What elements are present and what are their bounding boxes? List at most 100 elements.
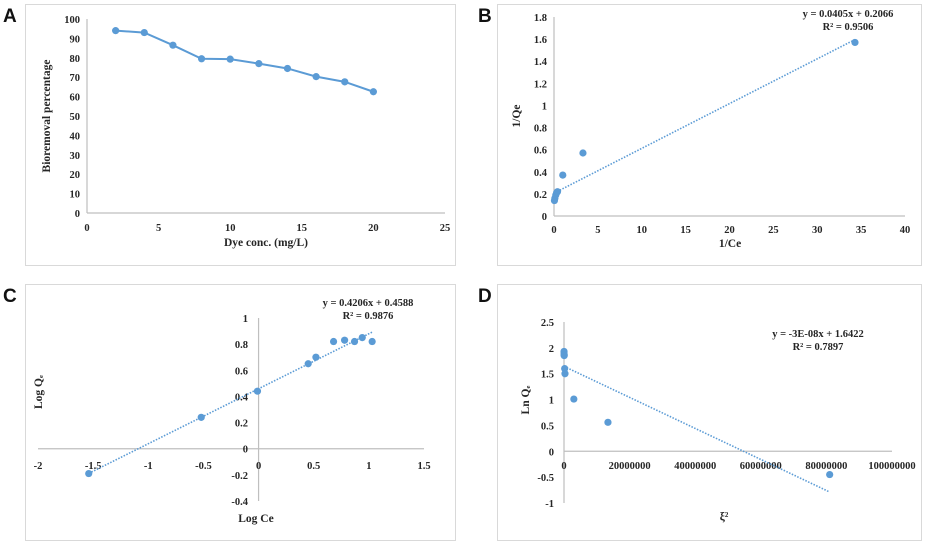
data-point-a <box>112 27 120 35</box>
data-point-d <box>560 352 568 360</box>
y-tick-label-b: 1.8 <box>534 13 547 24</box>
x-tick-label-c: -2 <box>34 461 43 472</box>
series-line-a <box>115 29 374 93</box>
y-tick-label-c: 0.4 <box>235 392 249 403</box>
y-tick-label-a: 90 <box>70 34 81 45</box>
data-point-a <box>283 64 292 73</box>
r-squared-label-c: R² = 0.9876 <box>343 311 394 322</box>
data-point-b <box>553 188 562 196</box>
data-point-c <box>85 469 93 478</box>
x-axis-title-c: Log Ce <box>238 513 273 525</box>
y-tick-label-c: 0.8 <box>235 340 248 351</box>
y-tick-label-d: 1 <box>549 396 554 407</box>
data-point-c <box>358 334 366 342</box>
y-tick-label-d: -0.5 <box>537 473 554 484</box>
y-tick-label-b: 0.6 <box>534 146 547 157</box>
chart-frame-d <box>497 284 922 541</box>
x-tick-label-c: -0.5 <box>195 461 212 472</box>
y-tick-label-a: 40 <box>70 131 81 142</box>
x-tick-label-d: 60000000 <box>740 461 782 472</box>
panel-label-c: C <box>3 286 17 307</box>
x-tick-label-a: 25 <box>440 223 451 234</box>
data-point-a <box>369 88 377 96</box>
x-tick-label-b: 5 <box>595 225 600 236</box>
x-tick-label-c: 0 <box>256 461 261 472</box>
x-tick-label-a: 10 <box>225 223 236 234</box>
r-squared-label-d: R² = 0.7897 <box>793 342 844 353</box>
chart-frame-a <box>25 4 456 266</box>
x-tick-label-b: 10 <box>637 225 648 236</box>
y-tick-label-b: 0.4 <box>534 168 548 179</box>
y-tick-label-d: 0 <box>549 447 554 458</box>
x-tick-label-b: 40 <box>900 225 911 236</box>
x-tick-label-d: 20000000 <box>609 461 651 472</box>
x-tick-label-b: 35 <box>856 225 867 236</box>
data-point-d <box>570 395 578 403</box>
trendline-b <box>554 38 856 194</box>
y-tick-label-a: 0 <box>75 209 80 220</box>
trendline-equation-d: y = -3E-08x + 1.6422 <box>772 329 864 340</box>
y-tick-label-c: 0.2 <box>235 419 248 430</box>
x-tick-label-a: 5 <box>156 223 161 234</box>
panel-label-d: D <box>478 286 492 307</box>
y-tick-label-b: 0 <box>542 212 547 223</box>
data-point-c <box>312 353 320 361</box>
y-tick-label-c: -0.4 <box>231 497 248 508</box>
y-tick-label-a: 30 <box>70 151 81 162</box>
chart-frame-c <box>25 284 456 541</box>
data-point-d <box>561 364 569 373</box>
data-point-c <box>368 337 376 346</box>
y-tick-label-b: 1 <box>542 101 547 112</box>
x-tick-label-d: 100000000 <box>868 461 915 472</box>
y-tick-label-b: 1.4 <box>534 57 548 68</box>
y-tick-label-a: 50 <box>70 112 81 123</box>
x-axis-title-a: Dye conc. (mg/L) <box>224 237 308 249</box>
trendline-d <box>563 365 831 493</box>
data-point-c <box>329 337 338 346</box>
y-tick-label-d: 0.5 <box>541 421 554 432</box>
data-point-a <box>312 73 320 81</box>
trendline-equation-b: y = 0.0405x + 0.2066 <box>803 9 894 20</box>
y-axis-title-d: Ln Qₑ <box>520 386 532 415</box>
x-tick-label-b: 0 <box>551 225 556 236</box>
y-axis-title-c: Log Qₑ <box>33 375 45 409</box>
data-point-c <box>304 360 312 368</box>
y-tick-label-c: 0 <box>243 445 248 456</box>
y-tick-label-b: 1.2 <box>534 79 547 90</box>
x-tick-label-b: 15 <box>680 225 691 236</box>
data-point-c <box>197 413 205 421</box>
x-tick-label-c: -1.5 <box>85 461 102 472</box>
x-tick-label-c: 1.5 <box>417 461 430 472</box>
x-axis-title-d: ξ² <box>720 510 729 523</box>
x-tick-label-b: 20 <box>724 225 735 236</box>
x-tick-label-c: -1 <box>144 461 153 472</box>
chart-frame-b <box>497 4 922 266</box>
y-tick-label-b: 1.6 <box>534 35 547 46</box>
data-point-a <box>169 41 177 49</box>
y-tick-label-d: 2 <box>549 344 554 355</box>
r-squared-label-b: R² = 0.9506 <box>823 22 874 33</box>
data-point-c <box>340 336 349 344</box>
y-tick-label-a: 80 <box>70 54 81 65</box>
data-point-c <box>350 337 359 346</box>
data-point-d <box>604 418 612 426</box>
data-point-a <box>341 78 349 86</box>
x-tick-label-d: 0 <box>561 461 566 472</box>
y-tick-label-c: 1 <box>243 314 248 325</box>
data-point-b <box>851 38 859 47</box>
y-tick-label-a: 100 <box>64 15 80 26</box>
y-tick-label-d: 2.5 <box>541 318 554 329</box>
y-tick-label-a: 70 <box>70 73 81 84</box>
data-point-a <box>140 28 148 37</box>
y-tick-label-a: 10 <box>70 190 81 201</box>
panel-label-a: A <box>3 6 17 27</box>
data-point-a <box>197 55 206 63</box>
y-tick-label-b: 0.2 <box>534 190 547 201</box>
x-tick-label-a: 0 <box>84 223 89 234</box>
y-tick-label-a: 20 <box>70 170 81 181</box>
data-point-a <box>226 55 234 63</box>
y-tick-label-d: 1.5 <box>541 370 554 381</box>
